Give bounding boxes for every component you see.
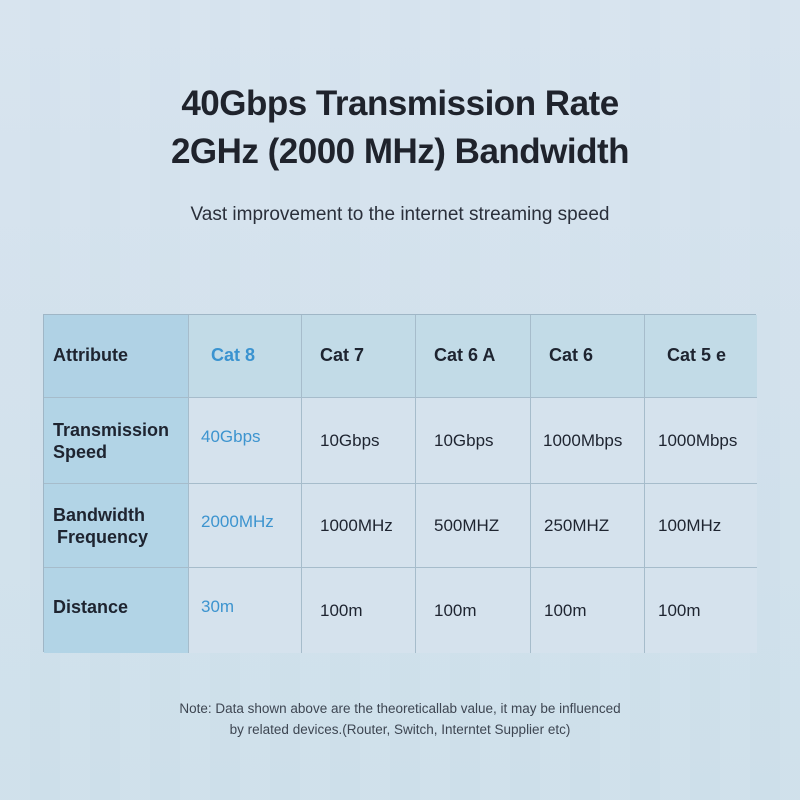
- row-label-line-1: Bandwidth: [53, 504, 145, 525]
- column-header-attribute: Attribute: [44, 315, 189, 398]
- table-cell: 100m: [645, 568, 757, 653]
- comparison-table: Attribute Cat 8 Cat 7 Cat 6 A Cat 6 Cat …: [43, 314, 757, 653]
- note-line-2: by related devices.(Router, Switch, Inte…: [229, 722, 571, 737]
- column-header-cat5e: Cat 5 e: [645, 315, 757, 398]
- table-cell: 2000MHz: [189, 484, 302, 568]
- headline-line-2: 2GHz (2000 MHz) Bandwidth: [170, 132, 630, 171]
- table-cell: 1000MHz: [302, 484, 416, 568]
- table-cell: 10Gbps: [416, 398, 531, 484]
- column-header-cat8: Cat 8: [189, 315, 302, 398]
- note-line-1: Note: Data shown above are the theoretic…: [179, 701, 621, 716]
- column-header-cat7: Cat 7: [302, 315, 416, 398]
- table-cell: 40Gbps: [189, 398, 302, 484]
- subtitle: Vast improvement to the internet streami…: [190, 204, 610, 225]
- table-cell: 1000Mbps: [531, 398, 645, 484]
- headline-line-1: 40Gbps Transmission Rate: [181, 84, 619, 123]
- table-cell: 100m: [531, 568, 645, 653]
- row-label-transmission-speed: Transmission Speed: [44, 398, 189, 484]
- row-label-line-2: Speed: [53, 441, 108, 462]
- table-cell: 100m: [416, 568, 531, 653]
- column-header-cat6: Cat 6: [531, 315, 645, 398]
- table-cell: 100m: [302, 568, 416, 653]
- row-label-line-2: Frequency: [57, 526, 149, 547]
- table-cell: 500MHZ: [416, 484, 531, 568]
- table-cell: 10Gbps: [302, 398, 416, 484]
- row-label-line-1: Distance: [53, 596, 129, 617]
- table-cell: 100MHz: [645, 484, 757, 568]
- table-cell: 30m: [189, 568, 302, 653]
- headline: 40Gbps Transmission Rate 2GHz (2000 MHz)…: [0, 80, 800, 176]
- row-label-bandwidth-frequency: Bandwidth Frequency: [44, 484, 189, 568]
- column-header-cat6a: Cat 6 A: [416, 315, 531, 398]
- row-label-distance: Distance: [44, 568, 189, 653]
- row-label-line-1: Transmission: [53, 419, 170, 440]
- table-cell: 250MHZ: [531, 484, 645, 568]
- table-cell: 1000Mbps: [645, 398, 757, 484]
- disclaimer-note: Note: Data shown above are the theoretic…: [0, 698, 800, 740]
